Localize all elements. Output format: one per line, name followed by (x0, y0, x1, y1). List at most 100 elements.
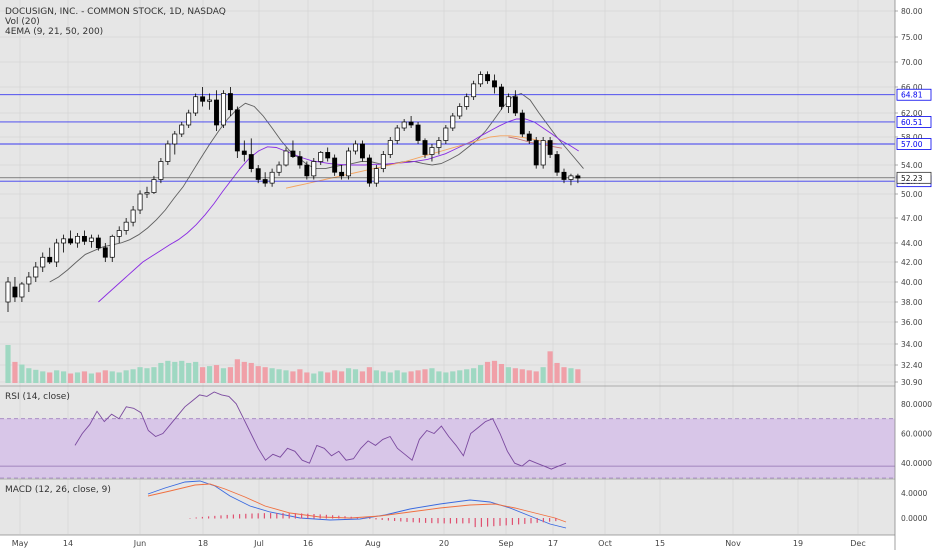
volume-bar-52 (366, 367, 372, 383)
volume-bar-16 (116, 372, 122, 383)
price-tick-label-3: 66.00 (901, 83, 923, 92)
candle-body-26 (186, 112, 192, 126)
volume-bar-40 (283, 370, 289, 383)
pane-separators (0, 0, 896, 550)
time-label-12: Nov (725, 539, 741, 548)
candle-body-60 (422, 140, 428, 155)
volume-bar-2 (19, 364, 25, 383)
rsi-indicator-label: RSI (14, close) (5, 392, 70, 402)
candle-body-20 (144, 192, 150, 195)
volume-bar-7 (54, 370, 60, 383)
candle-body-35 (248, 154, 254, 169)
horizontal-lines (0, 94, 895, 182)
volume-bar-69 (484, 361, 491, 383)
candle-body-54 (380, 154, 386, 169)
candle-body-36 (255, 168, 261, 180)
volume-bar-75 (526, 370, 532, 383)
price-tick-label-12: 38.00 (901, 298, 923, 307)
volume-bar-26 (186, 362, 192, 383)
hline-label-box-1 (896, 116, 932, 128)
volume-bar-53 (373, 370, 379, 383)
price-tick-label-6: 54.00 (901, 161, 923, 170)
candle-body-38 (269, 171, 275, 184)
candle-body-44 (311, 161, 317, 177)
macd-axis: 4.0000 0.0000 (901, 489, 927, 523)
volume-bar-61 (429, 368, 435, 383)
candle-body-80 (561, 171, 567, 180)
price-tick-label-7: 50.00 (901, 190, 923, 199)
candle-body-45 (318, 152, 324, 162)
volume-bar-39 (276, 369, 282, 383)
ema21-line (98, 118, 579, 303)
candle-body-76 (533, 140, 539, 166)
volume-bar-22 (158, 362, 164, 383)
candle-body-62 (436, 140, 442, 148)
time-label-4: Jul (253, 539, 264, 548)
rsi-line (74, 391, 567, 470)
candle-body-46 (325, 152, 331, 159)
candle-body-12 (88, 237, 94, 242)
candle-body-31 (221, 93, 226, 126)
rsi-series (74, 391, 567, 470)
hline-label-1: 60.51 (901, 118, 923, 127)
volume-bar-1 (12, 361, 18, 383)
time-label-8: Sep (498, 539, 513, 548)
volume-bar-34 (241, 361, 247, 383)
hline-label-0: 64.81 (901, 91, 923, 100)
volume-bar-81 (568, 368, 574, 383)
volume-bar-72 (505, 367, 511, 383)
candle-body-71 (499, 86, 504, 107)
candlesticks (5, 71, 581, 312)
hline-label-box-2 (896, 138, 932, 150)
ema-indicator-label: 4EMA (9, 21, 50, 200) (5, 27, 103, 37)
volume-bar-68 (478, 365, 484, 383)
volume-bar-45 (318, 371, 324, 383)
candle-body-64 (450, 115, 456, 129)
volume-bar-63 (443, 372, 449, 383)
volume-bar-44 (311, 373, 317, 383)
volume-bar-41 (290, 371, 296, 383)
volume-bar-64 (450, 371, 456, 383)
volume-bar-37 (262, 367, 268, 383)
candle-body-6 (47, 256, 53, 263)
volume-bar-57 (401, 372, 407, 383)
volume-bar-65 (457, 370, 463, 383)
price-tick-label-5: 58.00 (901, 133, 923, 142)
candle-body-75 (526, 133, 532, 141)
candle-body-1 (12, 286, 18, 298)
candle-body-13 (95, 237, 101, 249)
candle-body-47 (332, 157, 338, 173)
time-label-2: Jun (133, 539, 147, 548)
candle-body-11 (81, 235, 87, 242)
candle-body-30 (214, 99, 219, 126)
price-tick-label-0: 80.00 (901, 7, 923, 16)
candle-body-79 (554, 154, 560, 173)
volume-bar-24 (172, 361, 178, 383)
candle-body-3 (26, 276, 32, 285)
candle-body-23 (165, 143, 171, 162)
candle-body-41 (290, 150, 296, 157)
rsi-band-layer (0, 418, 895, 479)
candle-body-15 (109, 235, 115, 258)
volume-bar-14 (102, 370, 108, 383)
volume-bar-47 (332, 370, 338, 383)
volume-bar-67 (471, 368, 477, 383)
volume-bar-8 (61, 371, 67, 383)
candle-body-52 (366, 157, 372, 184)
price-tick-label-15: 32.40 (901, 361, 923, 370)
price-tick-label-9: 44.00 (901, 239, 923, 248)
candle-body-55 (387, 140, 393, 155)
time-label-0: May (12, 539, 29, 548)
volume-bar-60 (422, 369, 428, 383)
candle-body-19 (137, 193, 143, 211)
volume-bar-43 (304, 372, 310, 383)
volume-bar-55 (387, 372, 393, 383)
volume-bar-38 (269, 368, 275, 383)
ema9-line (49, 92, 584, 283)
volume-bar-20 (144, 368, 150, 383)
candle-body-74 (519, 112, 525, 135)
candle-body-48 (339, 171, 345, 177)
volume-bar-3 (26, 368, 32, 383)
candle-body-9 (68, 238, 73, 244)
candle-body-53 (373, 168, 379, 184)
